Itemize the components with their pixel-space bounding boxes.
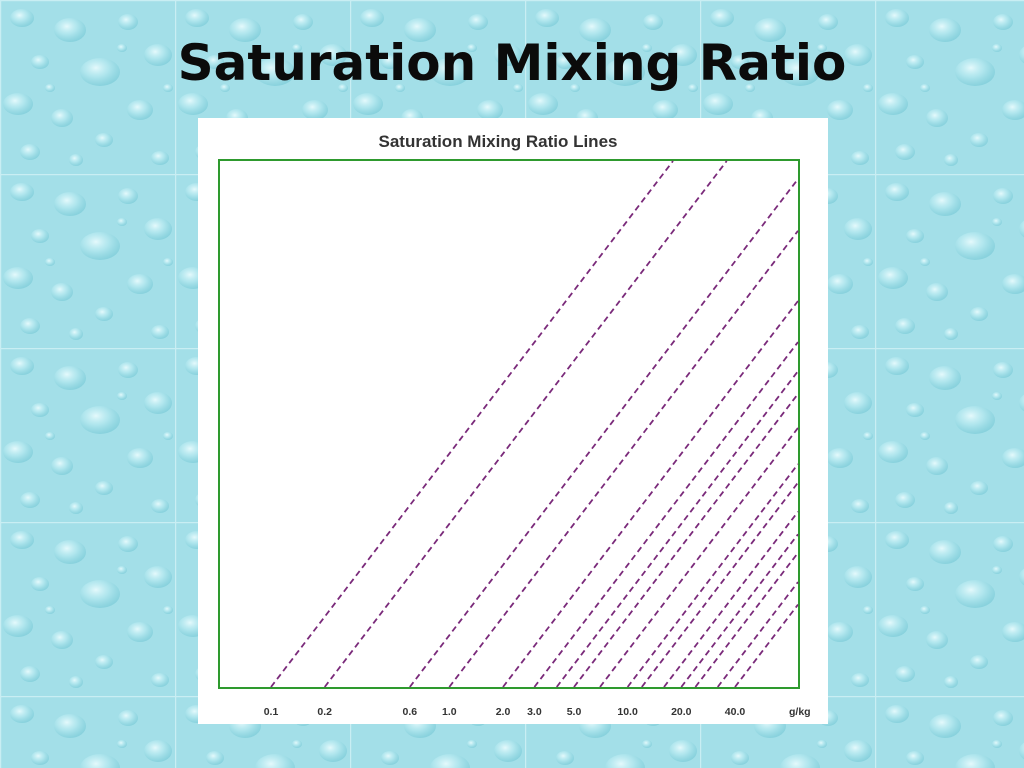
mixing-ratio-line-40.0 <box>734 604 799 688</box>
mixing-ratio-line-0.2 <box>323 160 728 688</box>
chart-title: Saturation Mixing Ratio Lines <box>379 132 618 151</box>
mixing-ratio-line-24.0 <box>694 552 799 688</box>
mixing-ratio-line-7.0 <box>599 427 799 688</box>
mixing-ratio-line-4.0 <box>555 370 799 688</box>
mixing-ratio-line-0.1 <box>270 160 674 688</box>
slide-title: Saturation Mixing Ratio <box>177 34 847 92</box>
mixing-ratio-line-2.0 <box>502 300 799 688</box>
mixing-ratio-line-32.0 <box>716 581 799 688</box>
unit-label: g/kg <box>789 706 811 718</box>
tick-label-2.0: 2.0 <box>496 706 511 718</box>
tick-label-10.0: 10.0 <box>617 706 638 718</box>
tick-label-5.0: 5.0 <box>567 706 582 718</box>
mixing-ratio-line-10.0 <box>626 463 799 688</box>
mixing-ratio-chart: Saturation Mixing Ratio Lines 0.1 0.2 0.6 1… <box>218 132 811 718</box>
mixing-ratio-line-20.0 <box>680 533 799 688</box>
mixing-ratio-line-16.0 <box>663 511 799 688</box>
tick-label-1.0: 1.0 <box>442 706 457 718</box>
tick-label-0.6: 0.6 <box>402 706 417 718</box>
tick-label-0.2: 0.2 <box>317 706 332 718</box>
mixing-ratio-tick-labels: 0.1 0.2 0.6 1.0 2.0 3.0 5.0 10.0 20.0 40.0 <box>264 706 746 718</box>
chart-frame <box>218 159 800 689</box>
tick-label-20.0: 20.0 <box>671 706 692 718</box>
tick-label-0.1: 0.1 <box>264 706 279 718</box>
mixing-ratio-line-3.0 <box>533 341 799 688</box>
mixing-ratio-line-0.6 <box>409 178 799 688</box>
mixing-ratio-lines <box>270 160 799 688</box>
tick-label-3.0: 3.0 <box>527 706 542 718</box>
mixing-ratio-line-1.0 <box>448 230 799 688</box>
mixing-ratio-line-5.0 <box>573 393 799 688</box>
tick-label-40.0: 40.0 <box>725 706 746 718</box>
mixing-ratio-chart-panel: Saturation Mixing Ratio Lines 0.1 0.2 0.6 1… <box>198 118 828 724</box>
mixing-ratio-line-12.0 <box>641 482 799 688</box>
